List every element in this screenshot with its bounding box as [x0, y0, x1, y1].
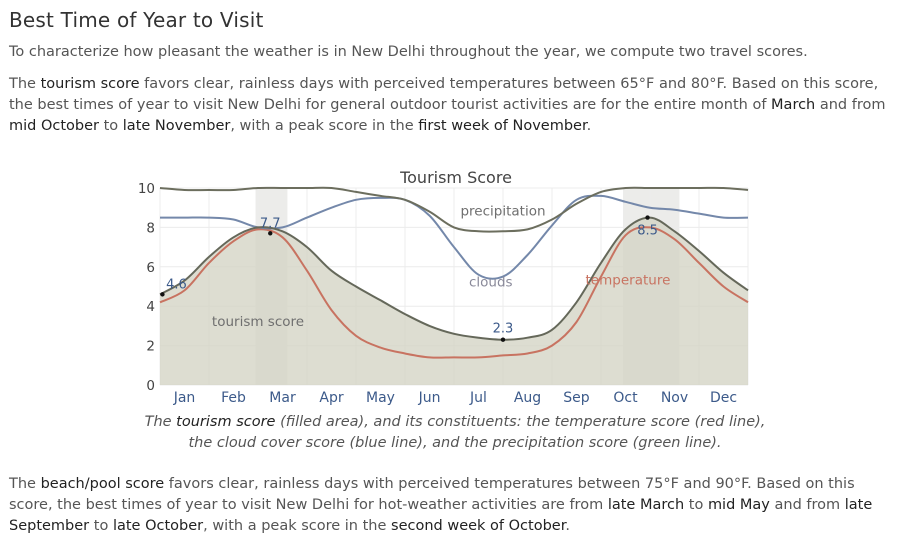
x-tick-label: Aug [514, 390, 541, 406]
beach-score-emphasis: beach/pool score [40, 476, 165, 492]
chart-title: Tourism Score [399, 168, 512, 187]
mid-october-emphasis: mid October [9, 118, 99, 134]
beach-text-5: to [89, 518, 113, 534]
annotation-label: 7.7 [260, 216, 281, 231]
beach-text-1: The [9, 476, 41, 492]
late-march-emphasis: late March [607, 497, 685, 513]
late-november-emphasis: late November [122, 118, 231, 134]
y-tick-label: 10 [138, 181, 155, 197]
annotation-dot [268, 231, 273, 236]
x-tick-label: Jan [173, 390, 196, 406]
series-label: temperature [586, 273, 671, 289]
caption-text-2: (filled area), and its constituents: the… [188, 414, 766, 451]
late-october-emphasis: late October [112, 518, 204, 534]
mid-may-emphasis: mid May [707, 497, 770, 513]
caption-tourism-score-emphasis: tourism score [176, 414, 276, 430]
tourism-score-emphasis: tourism score [40, 76, 140, 92]
peak-week-emphasis: first week of November [418, 118, 587, 134]
tourism-text-4: to [99, 118, 123, 134]
beach-text-6: , with a peak score in the [203, 518, 392, 534]
tourism-score-line [159, 216, 749, 341]
tourism-text-2: favors clear, rainless days with perceiv… [9, 76, 879, 113]
tourism-text-6: . [586, 118, 592, 134]
annotation-label: 4.6 [166, 277, 187, 292]
x-tick-label: Sep [563, 390, 590, 406]
annotation-dot [160, 292, 165, 297]
tourism-score-chart: Tourism Score 0 2 4 6 8 10 Jan Feb Mar Apr May Jun Ju… [138, 168, 749, 406]
annotation-dot [645, 215, 650, 220]
temperature-line [159, 226, 749, 359]
beach-text-3: to [684, 497, 708, 513]
tourism-text-3: and from [815, 97, 886, 113]
x-tick-label: Dec [710, 390, 737, 406]
y-tick-label: 8 [146, 220, 155, 236]
series-label: precipitation [460, 204, 545, 220]
beach-text-7: . [565, 518, 570, 534]
beach-text-4: and from [769, 497, 845, 513]
y-tick-label: 0 [146, 378, 155, 394]
y-tick-label: 2 [146, 339, 155, 355]
tourism-paragraph: The tourism score favors clear, rainless… [9, 74, 899, 137]
beach-text-2: favors clear, rainless days with perceiv… [9, 476, 855, 513]
beach-paragraph: The beach/pool score favors clear, rainl… [9, 474, 899, 537]
annotation-label: 2.3 [493, 322, 514, 337]
page-title: Best Time of Year to Visit [9, 8, 264, 32]
tourism-score-area [160, 217, 748, 385]
precipitation-line [159, 186, 749, 233]
series-label: tourism score [212, 314, 304, 330]
tourism-text-1: The [9, 76, 41, 92]
tourism-text-5: , with a peak score in the [230, 118, 419, 134]
x-tick-label: Jul [469, 390, 487, 406]
x-tick-label: Jun [418, 390, 441, 406]
annotation-label: 8.5 [637, 224, 658, 239]
march-emphasis: March [771, 97, 816, 113]
second-week-october-emphasis: second week of October [391, 518, 566, 534]
x-tick-label: Apr [319, 390, 343, 406]
y-tick-label: 4 [146, 299, 155, 315]
x-tick-label: May [366, 390, 395, 406]
chart-caption: The tourism score (filled area), and its… [140, 412, 770, 454]
x-tick-label: Nov [661, 390, 688, 406]
caption-text-1: The [144, 414, 177, 430]
series-label: clouds [469, 275, 513, 291]
x-tick-label: Feb [221, 390, 246, 406]
y-tick-label: 6 [146, 260, 155, 276]
x-tick-label: Mar [269, 390, 296, 406]
late-september-emphasis: late September [9, 497, 873, 534]
intro-paragraph: To characterize how pleasant the weather… [9, 44, 808, 60]
annotation-dot [500, 337, 506, 342]
x-tick-label: Oct [613, 390, 638, 406]
